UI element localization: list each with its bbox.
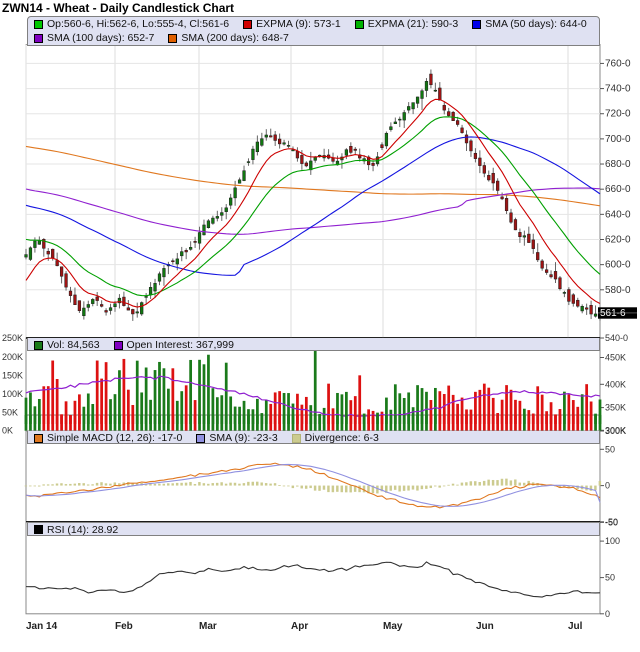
svg-text:0: 0: [605, 609, 610, 619]
svg-text:760-0: 760-0: [605, 58, 631, 69]
svg-text:600-0: 600-0: [605, 260, 631, 271]
svg-text:300K: 300K: [605, 426, 626, 436]
svg-text:350K: 350K: [605, 403, 626, 413]
svg-text:50K: 50K: [2, 408, 18, 418]
svg-text:Jun: Jun: [476, 621, 494, 632]
svg-text:100: 100: [605, 536, 620, 546]
svg-text:100K: 100K: [2, 389, 23, 399]
svg-text:Apr: Apr: [291, 621, 308, 632]
svg-text:680-0: 680-0: [605, 159, 631, 170]
svg-text:150K: 150K: [2, 371, 23, 381]
svg-text:450K: 450K: [605, 353, 626, 363]
svg-text:0K: 0K: [2, 425, 13, 435]
svg-text:580-0: 580-0: [605, 285, 631, 296]
svg-text:540-0: 540-0: [605, 333, 628, 343]
svg-text:Jan 14: Jan 14: [26, 621, 58, 632]
svg-text:740-0: 740-0: [605, 84, 631, 95]
svg-text:250K: 250K: [2, 333, 23, 343]
svg-text:Feb: Feb: [115, 621, 133, 632]
svg-text:-50: -50: [605, 517, 618, 527]
svg-text:640-0: 640-0: [605, 209, 631, 220]
svg-text:200K: 200K: [2, 352, 23, 362]
svg-text:660-0: 660-0: [605, 184, 631, 195]
svg-text:50: 50: [605, 444, 615, 454]
svg-text:620-0: 620-0: [605, 234, 631, 245]
svg-text:720-0: 720-0: [605, 109, 631, 120]
svg-text:561-6: 561-6: [600, 308, 626, 319]
svg-text:May: May: [383, 621, 403, 632]
svg-text:Jul: Jul: [568, 621, 583, 632]
svg-text:50: 50: [605, 573, 615, 583]
svg-text:400K: 400K: [605, 379, 626, 389]
svg-text:Mar: Mar: [199, 621, 217, 632]
svg-text:700-0: 700-0: [605, 134, 631, 145]
svg-text:0: 0: [605, 481, 610, 491]
